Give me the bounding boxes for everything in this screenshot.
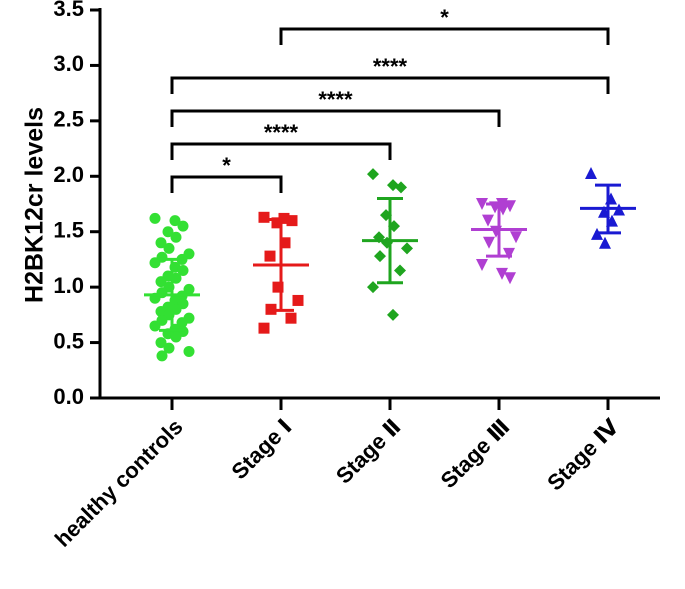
data-point — [155, 337, 167, 349]
data-point — [482, 214, 494, 227]
data-point — [264, 250, 276, 262]
y-tick-label: 3.0 — [53, 51, 84, 76]
data-point — [177, 220, 189, 232]
data-point — [169, 215, 181, 227]
data-point — [183, 283, 195, 295]
data-point — [155, 276, 167, 288]
data-point — [170, 231, 182, 243]
data-point — [476, 258, 488, 271]
data-point — [149, 320, 161, 332]
y-tick-label: 1.0 — [53, 273, 84, 298]
x-tick-label: healthy controls — [50, 414, 188, 552]
x-tick-label: Stage Ⅳ — [542, 413, 624, 495]
significance-label: **** — [264, 120, 299, 145]
y-tick-label: 1.5 — [53, 218, 84, 243]
significance-bracket — [170, 76, 610, 94]
y-tick-label: 2.0 — [53, 162, 84, 187]
data-point — [176, 317, 188, 329]
x-tick-label: Stage Ⅲ — [436, 414, 515, 493]
data-point — [285, 312, 297, 324]
y-tick-label: 0.0 — [53, 384, 84, 409]
data-point — [503, 247, 515, 260]
data-point — [367, 168, 379, 181]
x-tick-label: Stage Ⅰ — [226, 414, 296, 484]
data-point — [394, 264, 406, 277]
data-point — [395, 181, 407, 194]
significance-label: * — [222, 153, 231, 178]
data-point — [271, 217, 283, 229]
significance-bracket — [279, 27, 610, 45]
y-tick-label: 0.5 — [53, 328, 84, 353]
data-point — [183, 345, 195, 357]
x-tick-label: Stage Ⅱ — [331, 414, 406, 489]
significance-bracket — [170, 142, 392, 160]
data-point — [163, 342, 175, 354]
significance-label: **** — [373, 54, 408, 79]
data-point — [272, 281, 284, 293]
y-axis-label: H2BK12cr levels — [21, 107, 49, 303]
data-point — [585, 166, 597, 179]
y-tick-label: 3.5 — [53, 0, 84, 21]
data-point — [401, 242, 413, 255]
data-point — [599, 236, 611, 249]
data-point — [155, 237, 167, 249]
significance-label: **** — [318, 87, 353, 112]
data-point — [279, 237, 291, 249]
data-point — [292, 294, 304, 306]
data-point — [149, 257, 161, 269]
y-tick-label: 2.5 — [53, 107, 84, 132]
data-point — [387, 308, 399, 321]
significance-label: * — [440, 5, 449, 30]
data-point — [367, 281, 379, 294]
data-point — [476, 198, 488, 210]
data-point — [258, 211, 270, 223]
data-point — [156, 350, 168, 362]
data-point — [163, 242, 175, 254]
data-point — [510, 231, 522, 244]
data-point — [162, 226, 174, 238]
data-point — [504, 272, 516, 285]
data-point — [149, 212, 161, 224]
data-point — [177, 265, 189, 277]
data-point — [496, 267, 508, 280]
significance-bracket — [170, 109, 501, 127]
data-point — [374, 250, 386, 263]
data-point — [483, 236, 495, 249]
significance-bracket — [170, 175, 283, 193]
data-point — [258, 322, 270, 334]
data-point — [170, 331, 182, 343]
